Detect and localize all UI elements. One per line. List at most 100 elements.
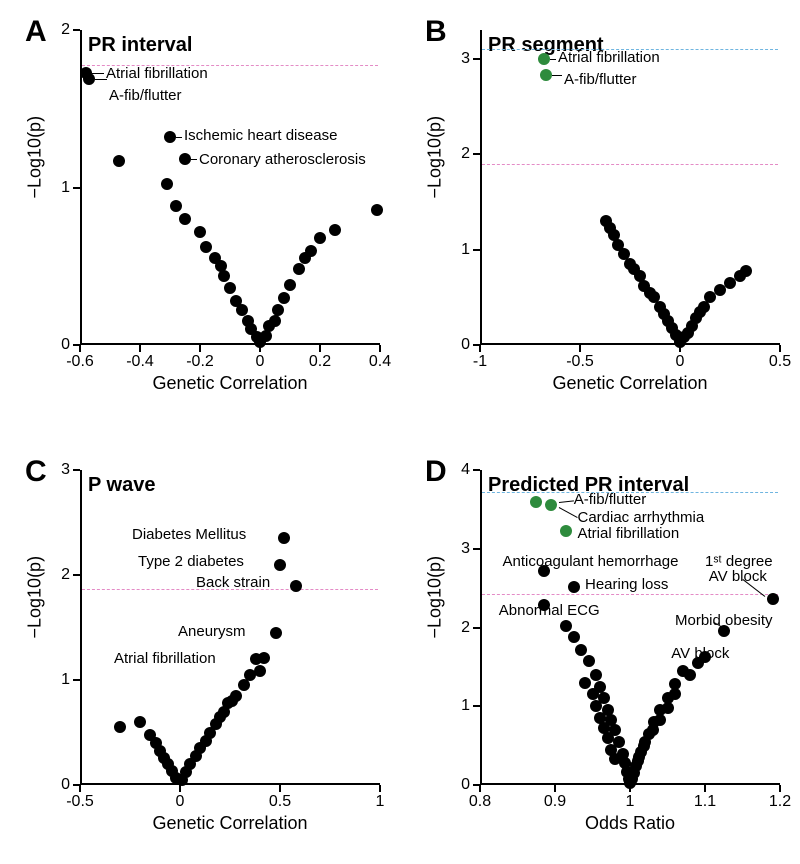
annotation-D-2: Atrial fibrillation bbox=[578, 525, 680, 542]
y-axis-label-B: −Log10(p) bbox=[425, 178, 446, 198]
x-tick-D-2: 1 bbox=[626, 793, 635, 811]
data-point-D-43 bbox=[609, 753, 621, 765]
x-tick-C-3: 1 bbox=[376, 793, 385, 811]
y-tick-A-2: 2 bbox=[52, 21, 70, 39]
threshold-line-B-1 bbox=[482, 164, 778, 165]
y-axis-label-A: −Log10(p) bbox=[25, 178, 46, 198]
plot-title-C: P wave bbox=[88, 474, 155, 497]
data-point-C-5 bbox=[250, 653, 262, 665]
data-point-D-38 bbox=[590, 700, 602, 712]
x-tick-B-1: -0.5 bbox=[566, 353, 594, 371]
data-point-C-3 bbox=[270, 627, 282, 639]
x-axis-label-B: Genetic Correlation bbox=[550, 373, 710, 394]
data-point-C-30 bbox=[114, 721, 126, 733]
data-point-A-7 bbox=[179, 213, 191, 225]
data-point-C-2 bbox=[290, 580, 302, 592]
data-point-A-9 bbox=[200, 241, 212, 253]
figure: APR interval−Log10(p)Genetic Correlation… bbox=[0, 0, 800, 864]
x-tick-D-3: 1.1 bbox=[694, 793, 716, 811]
y-tick-C-3: 3 bbox=[52, 461, 70, 479]
point-label-C-0: Diabetes Mellitus bbox=[132, 526, 246, 543]
y-tick-C-1: 1 bbox=[52, 671, 70, 689]
x-tick-D-0: 0.8 bbox=[469, 793, 491, 811]
annotation-D-6: 1ˢᵗ degree bbox=[705, 553, 773, 570]
point-label-B-1: A-fib/flutter bbox=[564, 71, 637, 88]
x-tick-B-0: -1 bbox=[473, 353, 487, 371]
data-point-D-1 bbox=[545, 499, 557, 511]
x-tick-C-0: -0.5 bbox=[66, 793, 94, 811]
x-tick-A-0: -0.6 bbox=[66, 353, 94, 371]
y-axis-label-D: −Log10(p) bbox=[425, 618, 446, 638]
y-tick-D-3: 3 bbox=[452, 540, 470, 558]
data-point-C-29 bbox=[134, 716, 146, 728]
y-tick-D-2: 2 bbox=[452, 619, 470, 637]
y-tick-B-2: 2 bbox=[452, 145, 470, 163]
data-point-D-10 bbox=[590, 669, 602, 681]
data-point-A-5 bbox=[161, 178, 173, 190]
x-tick-D-1: 0.9 bbox=[544, 793, 566, 811]
panel-letter-A: A bbox=[25, 15, 47, 49]
data-point-D-0 bbox=[530, 496, 542, 508]
data-point-A-25 bbox=[284, 279, 296, 291]
point-label-C-4: Atrial fibrillation bbox=[114, 650, 216, 667]
data-point-A-4 bbox=[113, 155, 125, 167]
x-tick-A-4: 0.2 bbox=[309, 353, 331, 371]
data-point-A-3 bbox=[179, 153, 191, 165]
y-tick-C-0: 0 bbox=[52, 776, 70, 794]
annotation-D-5: Abnormal ECG bbox=[499, 602, 600, 619]
annotation-D-0: A-fib/flutter bbox=[574, 491, 647, 508]
data-point-D-2 bbox=[560, 525, 572, 537]
point-label-A-1: A-fib/flutter bbox=[109, 87, 182, 104]
y-tick-B-0: 0 bbox=[452, 336, 470, 354]
data-point-A-12 bbox=[218, 270, 230, 282]
y-tick-B-1: 1 bbox=[452, 241, 470, 259]
point-label-C-3: Aneurysm bbox=[178, 623, 246, 640]
data-point-B-0 bbox=[538, 53, 550, 65]
x-tick-B-3: 0.5 bbox=[769, 353, 791, 371]
x-axis-label-C: Genetic Correlation bbox=[150, 813, 310, 834]
x-tick-C-1: 0 bbox=[176, 793, 185, 811]
data-point-D-46 bbox=[639, 736, 651, 748]
panel-letter-D: D bbox=[425, 455, 447, 489]
y-tick-D-0: 0 bbox=[452, 776, 470, 794]
data-point-D-41 bbox=[602, 732, 614, 744]
data-point-A-13 bbox=[224, 282, 236, 294]
data-point-D-4 bbox=[568, 581, 580, 593]
x-axis-label-D: Odds Ratio bbox=[550, 813, 710, 834]
data-point-A-24 bbox=[278, 292, 290, 304]
data-point-A-1 bbox=[83, 73, 95, 85]
data-point-D-6 bbox=[560, 620, 572, 632]
data-point-C-1 bbox=[274, 559, 286, 571]
annotation-D-1: Cardiac arrhythmia bbox=[578, 509, 705, 526]
annotation-D-8: Morbid obesity bbox=[675, 612, 773, 629]
threshold-line-D-1 bbox=[482, 594, 778, 595]
data-point-D-45 bbox=[635, 746, 647, 758]
data-point-A-26 bbox=[293, 263, 305, 275]
data-point-D-51 bbox=[684, 669, 696, 681]
x-tick-A-2: -0.2 bbox=[186, 353, 214, 371]
annotation-D-7: AV block bbox=[709, 568, 767, 585]
data-point-C-28 bbox=[144, 729, 156, 741]
point-label-C-1: Type 2 diabetes bbox=[138, 553, 244, 570]
data-point-D-8 bbox=[575, 644, 587, 656]
x-tick-A-5: 0.4 bbox=[369, 353, 391, 371]
point-label-A-2: Ischemic heart disease bbox=[184, 127, 337, 144]
y-tick-A-0: 0 bbox=[52, 336, 70, 354]
data-point-A-28 bbox=[305, 245, 317, 257]
point-label-A-3: Coronary atherosclerosis bbox=[199, 151, 366, 168]
point-label-A-0: Atrial fibrillation bbox=[106, 65, 208, 82]
data-point-B-29 bbox=[740, 265, 752, 277]
x-tick-C-2: 0.5 bbox=[269, 793, 291, 811]
data-point-A-8 bbox=[194, 226, 206, 238]
panel-letter-B: B bbox=[425, 15, 447, 49]
x-tick-D-4: 1.2 bbox=[769, 793, 791, 811]
data-point-A-6 bbox=[170, 200, 182, 212]
data-point-A-30 bbox=[329, 224, 341, 236]
y-tick-C-2: 2 bbox=[52, 566, 70, 584]
data-point-D-37 bbox=[587, 688, 599, 700]
data-point-C-8 bbox=[238, 679, 250, 691]
data-point-D-9 bbox=[583, 655, 595, 667]
data-point-A-23 bbox=[272, 304, 284, 316]
annotation-D-9: AV block bbox=[671, 645, 729, 662]
y-tick-B-3: 3 bbox=[452, 50, 470, 68]
